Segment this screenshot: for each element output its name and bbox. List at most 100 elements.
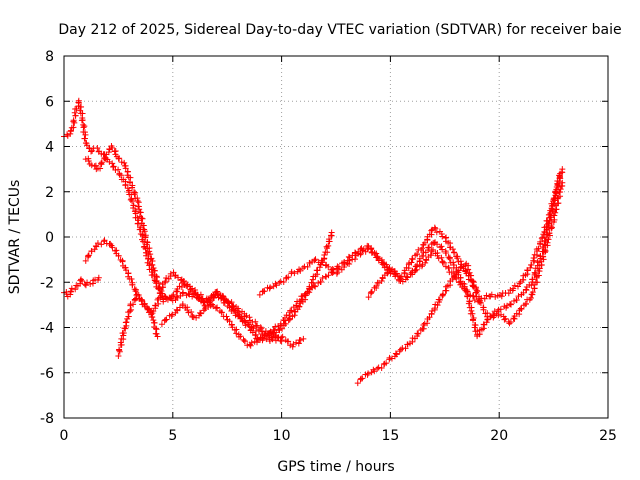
data-point	[386, 264, 393, 271]
data-point	[139, 215, 146, 222]
data-point	[484, 316, 491, 323]
data-point	[82, 282, 89, 289]
data-point	[335, 265, 342, 272]
y-tick-label: 4	[45, 140, 54, 156]
data-point	[357, 251, 364, 258]
data-point	[312, 256, 319, 263]
x-axis-title: GPS time / hours	[277, 459, 394, 475]
data-point	[213, 289, 220, 296]
data-point	[365, 244, 372, 251]
data-point	[354, 380, 361, 387]
data-point	[370, 366, 377, 373]
data-point	[449, 246, 456, 253]
data-point	[122, 165, 129, 172]
x-tick-label: 15	[381, 428, 399, 444]
data-point	[267, 328, 274, 335]
data-point	[264, 333, 271, 340]
data-point	[368, 249, 375, 256]
data-point	[402, 345, 409, 352]
data-point	[280, 279, 287, 286]
data-point	[466, 269, 473, 276]
data-point	[506, 320, 513, 327]
data-point	[309, 276, 316, 283]
data-point	[82, 131, 89, 138]
data-point	[293, 302, 300, 309]
data-point	[70, 124, 77, 131]
data-point	[85, 252, 92, 259]
data-point	[393, 351, 400, 358]
data-point	[228, 321, 235, 328]
data-point	[241, 338, 248, 345]
data-point	[329, 265, 336, 272]
data-point	[471, 297, 478, 304]
data-point	[470, 293, 477, 300]
data-point	[246, 323, 253, 330]
x-tick-label: 25	[599, 428, 617, 444]
data-point	[85, 158, 92, 165]
data-point	[155, 279, 162, 286]
data-point	[132, 288, 139, 295]
data-point	[174, 307, 181, 314]
data-point	[67, 291, 74, 298]
data-point	[514, 283, 521, 290]
data-point	[84, 279, 91, 286]
data-point	[179, 301, 186, 308]
data-point	[110, 163, 117, 170]
data-point	[383, 261, 390, 268]
data-point	[321, 251, 328, 258]
data-point	[328, 229, 335, 236]
data-point	[184, 307, 191, 314]
data-point	[467, 292, 474, 299]
data-point	[421, 239, 428, 246]
series-arc-2	[82, 142, 307, 350]
data-point	[534, 279, 541, 286]
data-point	[334, 269, 341, 276]
data-point	[470, 317, 477, 324]
data-point	[106, 158, 113, 165]
data-point	[475, 298, 482, 305]
data-point	[531, 269, 538, 276]
data-point	[434, 302, 441, 309]
data-point	[153, 330, 160, 337]
grid-lines	[64, 56, 608, 418]
data-point	[431, 224, 438, 231]
data-point	[417, 327, 424, 334]
data-point	[162, 278, 169, 285]
data-point	[185, 290, 192, 297]
data-point	[214, 304, 221, 311]
data-point	[392, 350, 399, 357]
data-point	[414, 250, 421, 257]
data-point	[434, 252, 441, 259]
data-point	[109, 244, 116, 251]
data-point	[223, 313, 230, 320]
data-point	[279, 325, 286, 332]
data-point	[185, 309, 192, 316]
data-point	[109, 144, 116, 151]
data-point	[531, 257, 538, 264]
data-point	[122, 319, 129, 326]
data-point	[352, 249, 359, 256]
data-point	[124, 168, 131, 175]
data-point	[68, 285, 75, 292]
data-point	[374, 253, 381, 260]
data-point	[304, 263, 311, 270]
data-point	[285, 338, 292, 345]
data-point	[419, 245, 426, 252]
data-point	[446, 255, 453, 262]
data-point	[373, 283, 380, 290]
data-point	[253, 335, 260, 342]
data-point	[464, 288, 471, 295]
data-point	[428, 248, 435, 255]
data-point	[98, 241, 105, 248]
data-point	[550, 212, 557, 219]
data-point	[414, 330, 421, 337]
data-point	[552, 192, 559, 199]
data-point	[258, 325, 265, 332]
data-point	[117, 339, 124, 346]
x-tick-label: 0	[60, 428, 69, 444]
data-point	[194, 295, 201, 302]
data-point	[537, 238, 544, 245]
data-point	[163, 274, 170, 281]
y-tick-label: 2	[45, 185, 54, 201]
data-point	[341, 261, 348, 268]
